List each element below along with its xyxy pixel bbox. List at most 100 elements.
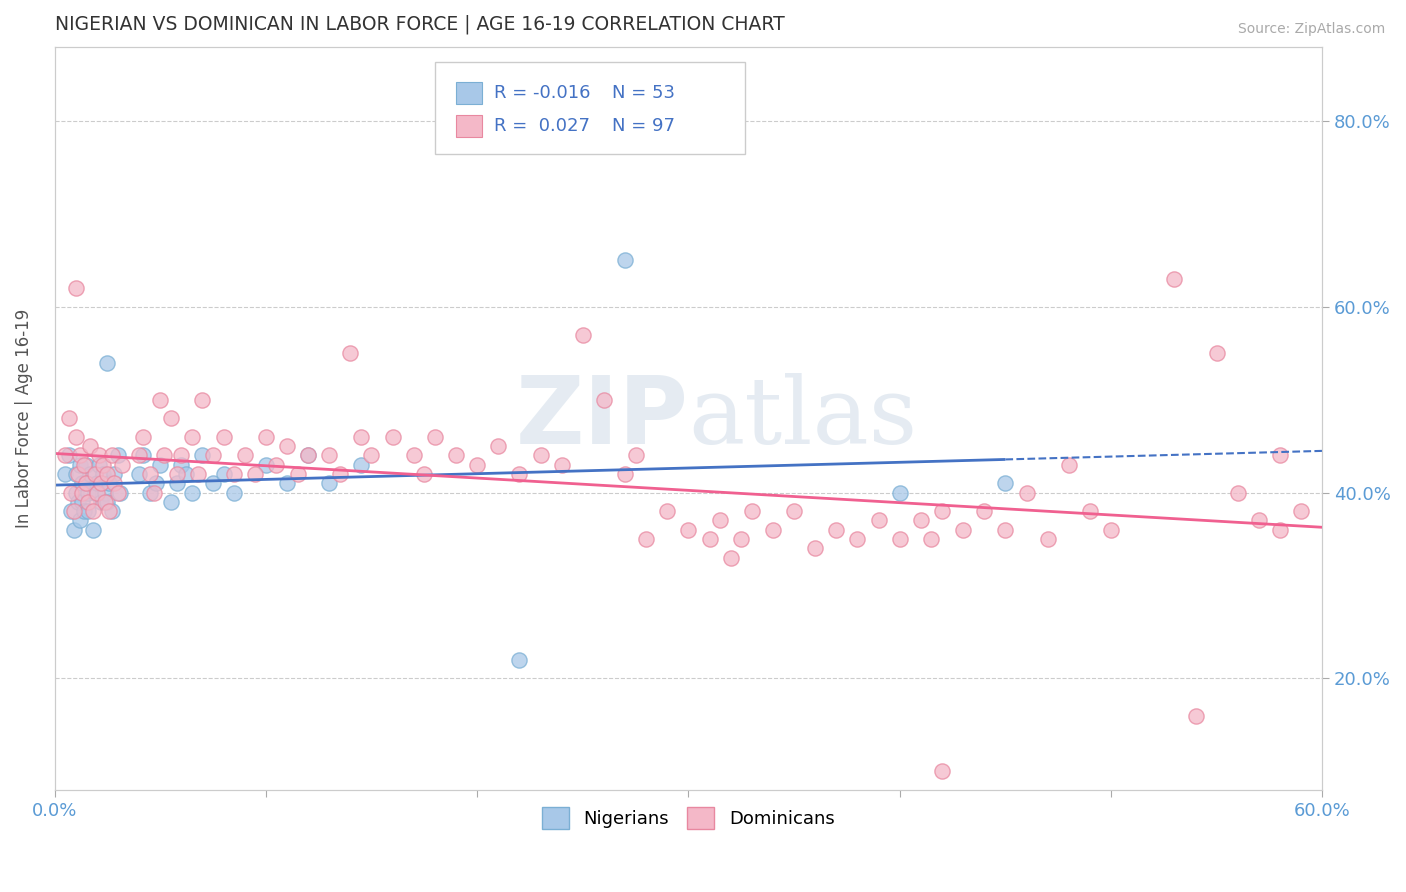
Point [678, 523, 700, 537]
Point [100, 449, 122, 463]
Point [624, 449, 647, 463]
Point [174, 467, 197, 481]
Point [180, 430, 202, 444]
Point [287, 467, 309, 481]
Point [783, 504, 806, 518]
Point [593, 392, 616, 407]
Point [868, 514, 890, 528]
Point [825, 523, 848, 537]
Point [276, 476, 298, 491]
Point [297, 449, 319, 463]
Point [1163, 272, 1185, 286]
FancyBboxPatch shape [457, 115, 482, 137]
FancyBboxPatch shape [434, 62, 745, 154]
Point [444, 449, 467, 463]
FancyBboxPatch shape [457, 81, 482, 103]
Point [153, 449, 176, 463]
Point [276, 439, 298, 453]
Point [486, 439, 509, 453]
Point [571, 327, 593, 342]
Point [762, 523, 785, 537]
Point [107, 449, 129, 463]
Point [73, 504, 96, 518]
Point [266, 458, 288, 472]
Point [889, 485, 911, 500]
Point [159, 411, 181, 425]
Point [508, 467, 530, 481]
Point [128, 449, 150, 463]
Point [1078, 504, 1101, 518]
Point [98, 476, 121, 491]
Point [720, 550, 742, 565]
Point [90, 495, 112, 509]
Point [804, 541, 827, 556]
Point [149, 392, 172, 407]
Point [187, 467, 209, 481]
Point [107, 485, 129, 500]
Point [910, 514, 932, 528]
Text: ZIP: ZIP [516, 372, 689, 465]
Point [1015, 485, 1038, 500]
Point [1289, 504, 1312, 518]
Point [931, 504, 953, 518]
Point [318, 476, 340, 491]
Point [70, 476, 93, 491]
Point [1184, 708, 1206, 723]
Point [201, 449, 224, 463]
Point [58, 449, 80, 463]
Point [339, 346, 361, 360]
Point [111, 458, 134, 472]
Y-axis label: In Labor Force | Age 16-19: In Labor Force | Age 16-19 [15, 309, 32, 528]
Point [149, 458, 172, 472]
Point [952, 523, 974, 537]
Point [1268, 449, 1291, 463]
Point [58, 411, 80, 425]
Point [53, 449, 76, 463]
Point [96, 495, 118, 509]
Point [329, 467, 352, 481]
Point [79, 467, 101, 481]
Point [254, 430, 277, 444]
Point [65, 281, 87, 295]
Point [96, 355, 118, 369]
Point [166, 476, 188, 491]
Point [90, 476, 112, 491]
Point [65, 430, 87, 444]
Text: NIGERIAN VS DOMINICAN IN LABOR FORCE | AGE 16-19 CORRELATION CHART: NIGERIAN VS DOMINICAN IN LABOR FORCE | A… [55, 15, 785, 35]
Point [145, 476, 167, 491]
Point [87, 458, 110, 472]
Point [91, 467, 114, 481]
Point [224, 485, 246, 500]
Point [60, 504, 83, 518]
Point [360, 449, 382, 463]
Point [245, 467, 267, 481]
Point [201, 476, 224, 491]
Point [77, 504, 100, 518]
Point [550, 458, 572, 472]
Point [614, 253, 637, 268]
Point [138, 467, 160, 481]
Point [83, 467, 105, 481]
Point [1268, 523, 1291, 537]
Point [70, 485, 93, 500]
Point [1247, 514, 1270, 528]
Point [75, 476, 97, 491]
Point [60, 485, 83, 500]
Point [96, 467, 118, 481]
Point [381, 430, 404, 444]
Point [170, 458, 193, 472]
Point [69, 458, 91, 472]
Point [69, 514, 91, 528]
Point [657, 504, 679, 518]
Legend: Nigerians, Dominicans: Nigerians, Dominicans [534, 800, 842, 837]
Point [994, 476, 1017, 491]
Point [191, 392, 214, 407]
Point [529, 449, 551, 463]
Point [87, 449, 110, 463]
Point [82, 504, 104, 518]
Point [212, 430, 235, 444]
Point [846, 532, 869, 546]
Point [191, 449, 214, 463]
Point [77, 495, 100, 509]
Point [75, 458, 97, 472]
